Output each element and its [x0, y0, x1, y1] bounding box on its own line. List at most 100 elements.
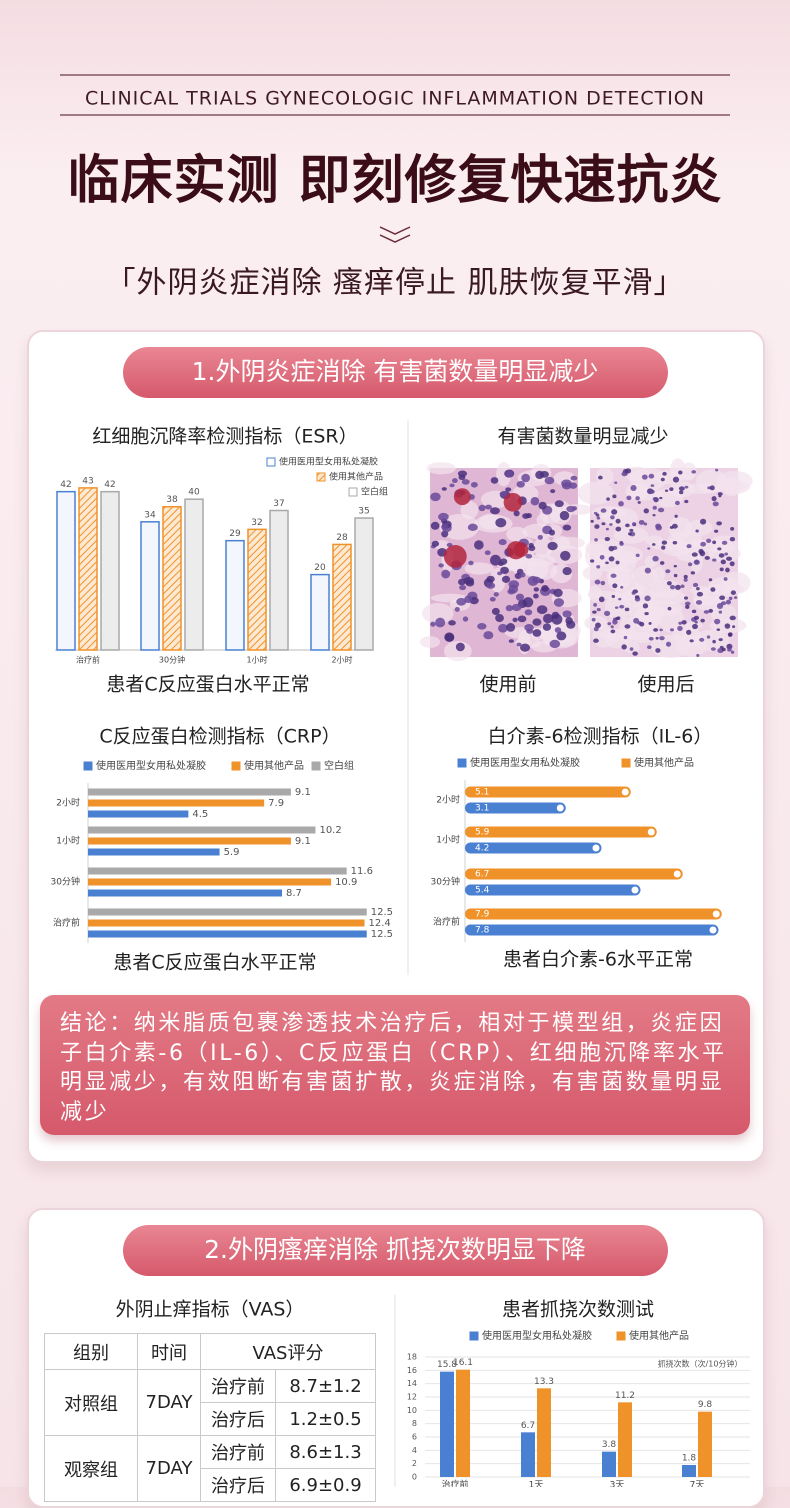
cell	[655, 524, 662, 531]
value-label: 40	[188, 488, 200, 498]
cell	[718, 610, 723, 614]
value-label: 3.8	[602, 1440, 617, 1450]
y-tick-label: 30分钟	[431, 876, 460, 888]
chart-title: 患者抓挠次数测试	[502, 1299, 654, 1321]
cell	[699, 637, 705, 642]
cell	[721, 540, 728, 545]
cell	[673, 573, 678, 578]
cell	[519, 643, 531, 652]
value-label: 34	[144, 510, 156, 520]
bar-end	[709, 926, 717, 934]
bar	[465, 826, 657, 838]
cell	[634, 595, 640, 599]
cell	[689, 639, 694, 643]
legend-label: 使用其他产品	[244, 759, 304, 772]
cell	[612, 619, 618, 625]
cell	[719, 567, 724, 572]
value-label: 20	[314, 563, 326, 573]
legend-swatch	[311, 761, 321, 771]
image-title: 有害菌数量明显减少	[497, 426, 668, 448]
legend-label: 使用医用型女用私处凝胶	[96, 759, 206, 772]
cell	[666, 581, 672, 586]
cell	[631, 591, 636, 595]
cell	[653, 628, 659, 632]
cell	[455, 642, 465, 652]
bar	[465, 884, 641, 896]
x-tick-label: 3天	[610, 1481, 625, 1488]
tissue	[631, 565, 658, 589]
cell	[633, 617, 640, 624]
cell	[661, 540, 668, 545]
value-label: 7.9	[268, 798, 284, 809]
cell	[594, 538, 598, 542]
y-tick-label: 14	[407, 1379, 417, 1388]
cell	[592, 610, 597, 614]
bar	[465, 786, 631, 798]
tissue	[592, 625, 616, 648]
cell	[462, 616, 469, 622]
row: 观察组 7DAY 治疗前 8.6±1.3	[44, 1435, 376, 1502]
cell	[486, 582, 496, 589]
cell	[677, 625, 683, 631]
cell	[612, 583, 618, 589]
tissue	[577, 481, 614, 505]
cell	[441, 487, 447, 491]
tissue	[478, 513, 502, 530]
cell	[727, 633, 733, 637]
cell	[655, 636, 659, 640]
value-label: 12.5	[371, 929, 393, 940]
value-label: 28	[336, 533, 348, 543]
cell	[508, 584, 519, 594]
cell	[643, 508, 649, 514]
cell: 8.6±1.3	[275, 1435, 376, 1469]
cell	[716, 521, 722, 526]
value-label: 10.9	[335, 877, 357, 888]
cell	[681, 620, 687, 625]
cell	[718, 494, 722, 498]
tissue	[588, 585, 603, 602]
bar	[88, 919, 365, 927]
value-label: 42	[104, 480, 115, 490]
cell	[590, 519, 594, 523]
image-label: 使用前	[479, 674, 536, 696]
cell	[621, 471, 628, 477]
cell	[561, 482, 572, 490]
bar	[465, 802, 566, 814]
cell	[553, 588, 563, 598]
chart-caption: 患者C反应蛋白水平正常	[113, 952, 316, 974]
y-tick-label: 12	[407, 1393, 417, 1402]
cell	[532, 618, 542, 626]
y-tick-label: 2小时	[56, 797, 80, 809]
cell	[647, 645, 652, 649]
cell	[659, 496, 663, 500]
y-tick-label: 30分钟	[51, 876, 80, 888]
cell	[516, 642, 522, 647]
cell	[430, 521, 440, 530]
cell	[624, 607, 630, 612]
cell	[594, 579, 601, 585]
tissue	[506, 526, 528, 542]
bar	[440, 1371, 454, 1477]
cell	[680, 584, 685, 588]
tissue	[645, 535, 664, 546]
cell	[467, 523, 478, 532]
cell	[595, 513, 600, 517]
cell	[449, 483, 455, 488]
cell	[598, 475, 603, 480]
cell	[599, 554, 605, 560]
cell	[444, 633, 455, 642]
cell	[671, 523, 678, 529]
cell	[625, 523, 630, 528]
bar	[225, 539, 245, 651]
cell	[724, 552, 728, 556]
cell	[516, 480, 525, 488]
row: 对照组 7DAY 治疗前 8.7±1.2	[44, 1369, 376, 1436]
cell	[652, 513, 656, 517]
cell	[648, 621, 652, 625]
cell	[441, 523, 449, 530]
cell	[665, 569, 671, 574]
cell	[490, 507, 500, 515]
cell	[692, 623, 698, 630]
bar	[698, 1411, 712, 1477]
cell	[724, 623, 731, 629]
